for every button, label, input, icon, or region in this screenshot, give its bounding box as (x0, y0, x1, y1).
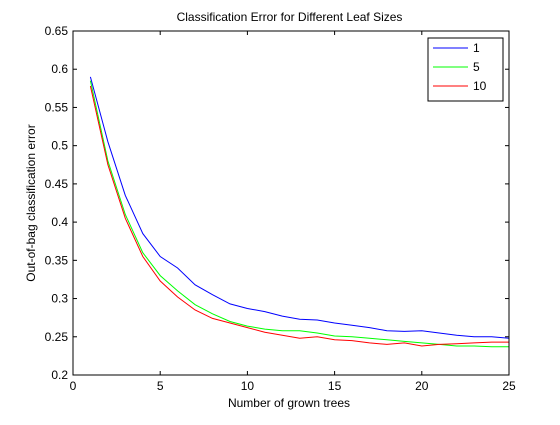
y-tick-label: 0.4 (51, 215, 68, 229)
series-layer (89, 76, 510, 348)
y-tick-label: 0.55 (45, 100, 69, 114)
x-tick-label: 20 (415, 379, 429, 393)
y-tick-label: 0.25 (45, 330, 69, 344)
x-tick-label: 0 (70, 379, 77, 393)
y-tick-label: 0.5 (51, 139, 68, 153)
series-line-1 (89, 76, 510, 339)
chart-title: Classification Error for Different Leaf … (177, 10, 403, 24)
y-tick-label: 0.65 (45, 24, 69, 38)
legend-label-5: 5 (473, 60, 480, 74)
y-tick-label: 0.35 (45, 253, 69, 267)
plot-frame (72, 30, 510, 376)
x-axis: 0 5 10 15 20 25 (70, 31, 516, 393)
x-axis-label: Number of grown trees (228, 396, 350, 410)
y-axis-label: Out-of-bag classification error (24, 124, 38, 281)
legend-label-10: 10 (473, 79, 487, 93)
y-tick-label: 0.45 (45, 177, 69, 191)
y-tick-label: 0.6 (51, 62, 68, 76)
y-tick-label: 0.3 (51, 292, 68, 306)
x-tick-label: 15 (328, 379, 342, 393)
y-tick-label: 0.2 (51, 368, 68, 382)
x-tick-label: 10 (241, 379, 255, 393)
series-line-10 (89, 85, 509, 347)
x-tick-label: 5 (157, 379, 164, 393)
legend-box (427, 37, 504, 102)
y-axis: 0.2 0.25 0.3 0.35 0.4 0.45 0.5 0.55 0.6 0.65 (45, 24, 509, 382)
x-tick-label: 25 (502, 379, 516, 393)
legend-label-1: 1 (473, 41, 480, 55)
